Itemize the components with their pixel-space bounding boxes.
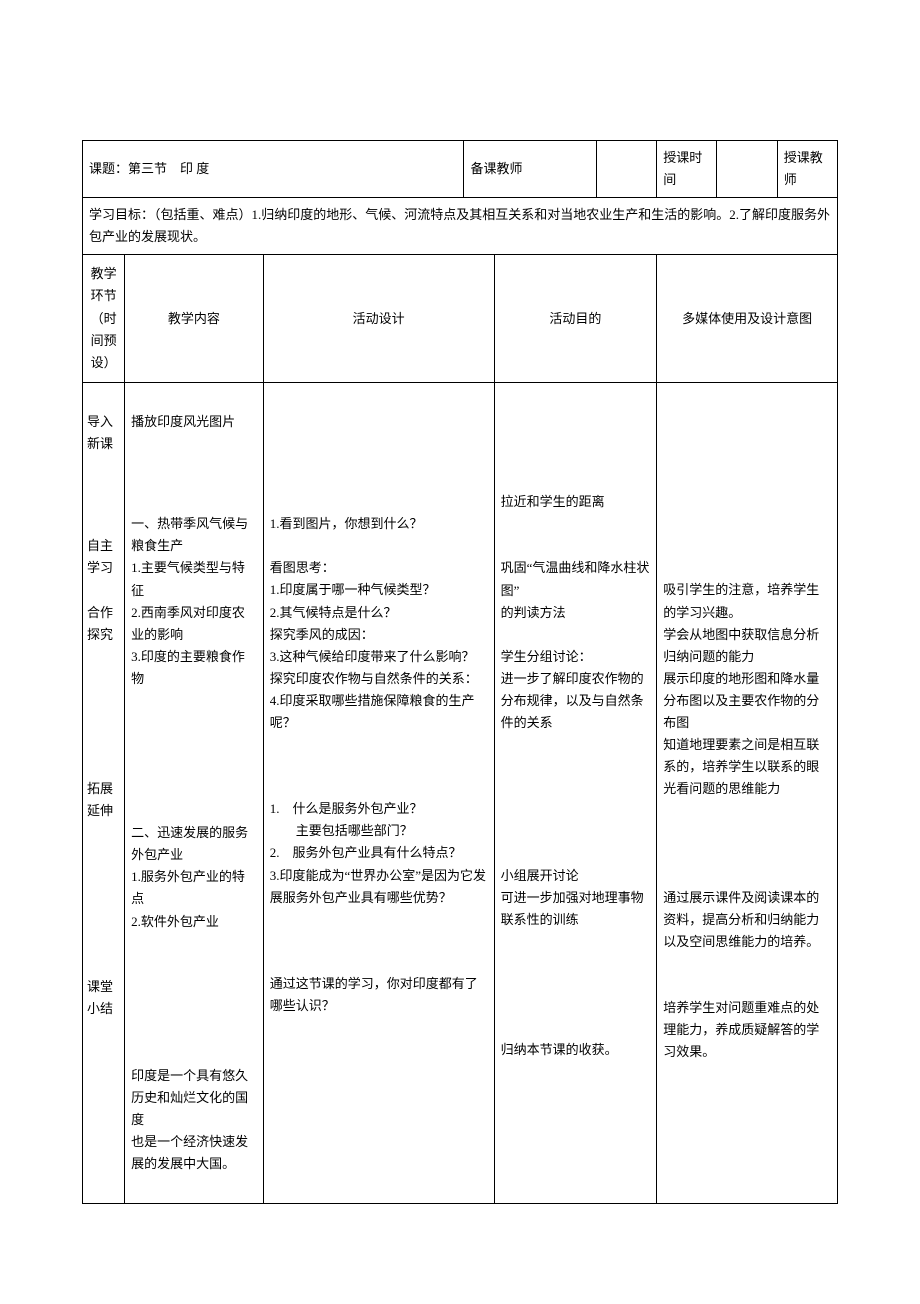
- content-column: 播放印度风光图片 一、热带季风气候与粮食生产 1.主要气候类型与特征 2.西南季…: [125, 382, 264, 1204]
- stage-summary-label: 课堂小结: [87, 976, 122, 1020]
- content-summary: 印度是一个具有悠久历史和灿烂文化的国度 也是一个经济快速发展的发展中大国。: [131, 1065, 257, 1175]
- teacher-label: 授课教师: [777, 141, 837, 198]
- media-column: 吸引学生的注意，培养学生的学习兴趣。 学会从地图中获取信息分析归纳问题的能力 展…: [657, 382, 838, 1204]
- header-row: 课题：第三节 印 度 备课教师 授课时间 授课教师: [83, 141, 838, 198]
- col-header-activity: 活动设计: [263, 255, 494, 382]
- activity-summary: 通过这节课的学习，你对印度都有了哪些认识？: [270, 973, 488, 1017]
- stage-intro-label: 导入新课: [87, 411, 122, 455]
- col-header-stage: 教学环节（时间预设）: [83, 255, 125, 382]
- purpose-column: 拉近和学生的距离 巩固“气温曲线和降水柱状图” 的判读方法 学生分组讨论： 进一…: [494, 382, 657, 1204]
- column-headers-row: 教学环节（时间预设） 教学内容 活动设计 活动目的 多媒体使用及设计意图: [83, 255, 838, 382]
- purpose-main: 拉近和学生的距离 巩固“气温曲线和降水柱状图” 的判读方法 学生分组讨论： 进一…: [501, 491, 651, 734]
- objectives-row: 学习目标：（包括重、难点）1.归纳印度的地形、气候、河流特点及其相互关系和对当地…: [83, 198, 838, 255]
- content-intro: 播放印度风光图片: [131, 411, 257, 433]
- media-extend: 通过展示课件及阅读课本的资料，提高分析和归纳能力以及空间思维能力的培养。 培养学…: [663, 865, 831, 1064]
- stage-main-label: 自主学习 合作探究: [87, 535, 122, 645]
- topic-cell: 课题：第三节 印 度: [83, 141, 464, 198]
- content-extend: 二、迅速发展的服务外包产业 1.服务外包产业的特点 2.软件外包产业: [131, 822, 257, 932]
- lesson-plan-page: 课题：第三节 印 度 备课教师 授课时间 授课教师 学习目标：（包括重、难点）1…: [0, 0, 920, 1204]
- teach-time-label: 授课时间: [657, 141, 717, 198]
- activity-main: 1.看到图片，你想到什么？ 看图思考： 1.印度属于哪一种气候类型？ 2.其气候…: [270, 513, 488, 734]
- activity-column: 1.看到图片，你想到什么？ 看图思考： 1.印度属于哪一种气候类型？ 2.其气候…: [263, 382, 494, 1204]
- col-header-purpose: 活动目的: [494, 255, 657, 382]
- objectives-cell: 学习目标：（包括重、难点）1.归纳印度的地形、气候、河流特点及其相互关系和对当地…: [83, 198, 838, 255]
- stage-extend-label: 拓展延伸: [87, 778, 122, 822]
- media-main: 吸引学生的注意，培养学生的学习兴趣。 学会从地图中获取信息分析归纳问题的能力 展…: [663, 513, 831, 800]
- purpose-extend: 小组展开讨论 可进一步加强对地理事物联系性的训练: [501, 798, 651, 931]
- body-row: 导入新课 自主学习 合作探究 拓展延伸 课堂小结 播放印度风光图片 一、热带季风…: [83, 382, 838, 1204]
- purpose-summary: 归纳本节课的收获。: [501, 995, 651, 1061]
- activity-extend: 1. 什么是服务外包产业？ 主要包括哪些部门？ 2. 服务外包产业具有什么特点？…: [270, 798, 488, 908]
- content-main: 一、热带季风气候与粮食生产 1.主要气候类型与特征 2.西南季风对印度农业的影响…: [131, 513, 257, 690]
- lesson-plan-table: 课题：第三节 印 度 备课教师 授课时间 授课教师 学习目标：（包括重、难点）1…: [82, 140, 838, 1204]
- stage-labels-cell: 导入新课 自主学习 合作探究 拓展延伸 课堂小结: [83, 382, 125, 1204]
- teach-time-value: [717, 141, 777, 198]
- prep-teacher-label: 备课教师: [464, 141, 597, 198]
- col-header-content: 教学内容: [125, 255, 264, 382]
- col-header-media: 多媒体使用及设计意图: [657, 255, 838, 382]
- prep-teacher-value: [597, 141, 657, 198]
